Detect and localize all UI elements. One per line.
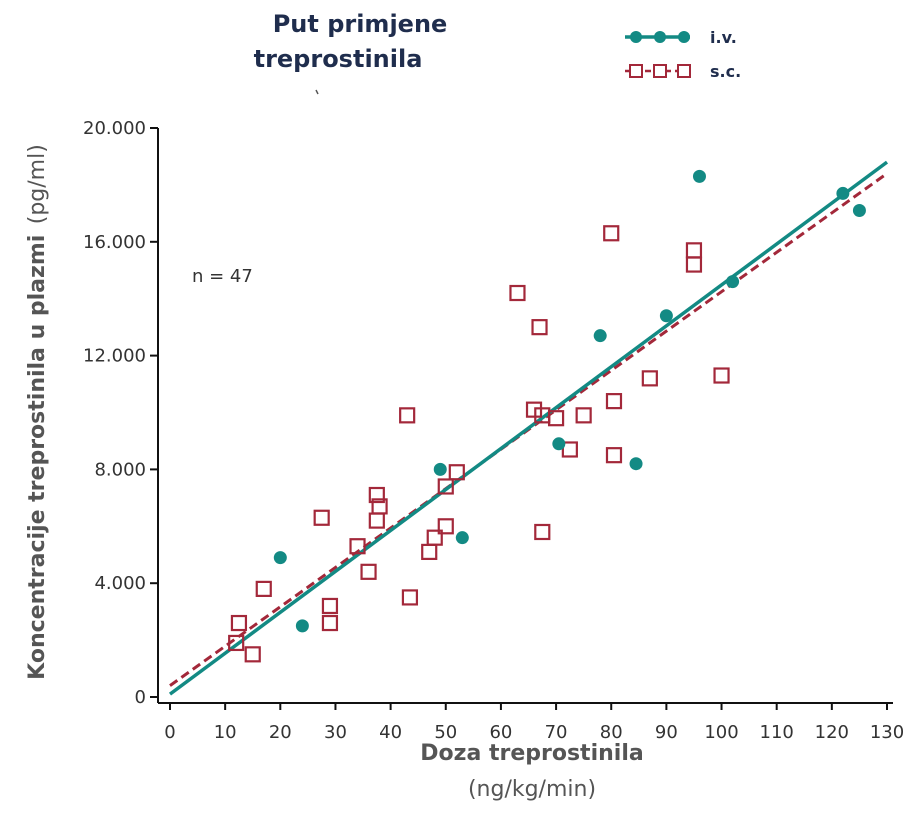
x-tick-label: 110 — [760, 722, 794, 743]
sc-data-point — [437, 478, 454, 495]
sc-data-point — [255, 580, 272, 597]
iv-data-point — [593, 329, 607, 343]
x-tick-label: 20 — [269, 722, 292, 743]
sc-data-point — [531, 319, 548, 336]
sc-data-point — [401, 589, 419, 606]
sc-data-point — [230, 614, 248, 632]
sc-data-point — [641, 370, 658, 387]
sc-data-point — [547, 410, 565, 427]
x-tick-label: 0 — [164, 722, 175, 743]
stray-mark — [315, 89, 319, 95]
sc-data-point — [228, 634, 245, 652]
y-axis-title-unit: (pg/ml) — [25, 144, 50, 224]
legend-sc-label: s.c. — [710, 62, 741, 81]
sc-data-point — [437, 518, 454, 535]
sc-data-point — [399, 407, 416, 424]
iv-data-point — [692, 169, 706, 183]
legend-iv-marker — [678, 31, 690, 43]
x-tick-label: 80 — [600, 722, 623, 743]
data-points — [228, 169, 866, 663]
y-tick-label: 0 — [135, 687, 146, 708]
y-tick-label: 16.000 — [83, 232, 146, 253]
legend-sc-marker — [677, 64, 691, 78]
legend-title-line2: treprostinila — [254, 45, 423, 73]
sc-data-point — [713, 367, 730, 384]
x-tick-label: 30 — [324, 722, 347, 743]
sc-data-point — [321, 614, 339, 632]
y-axis-title: Koncentracije treprostinila u plazmi (pg… — [25, 144, 50, 680]
sc-data-point — [368, 512, 385, 529]
y-axis-title-main: Koncentracije treprostinila u plazmi — [25, 235, 50, 680]
iv-data-point — [273, 551, 287, 565]
y-tick-label: 8.000 — [94, 459, 146, 480]
sc-data-point — [561, 441, 578, 458]
iv-data-point — [629, 457, 643, 471]
iv-fit-line — [168, 160, 889, 696]
y-tick-label: 4.000 — [94, 573, 146, 594]
sc-data-point — [244, 646, 261, 663]
sc-data-point — [575, 407, 592, 424]
fit-lines — [168, 160, 889, 696]
iv-data-point — [852, 204, 866, 218]
legend-entry-sc: s.c. — [625, 62, 741, 81]
sc-data-point — [426, 529, 443, 546]
legend-sc-marker — [629, 64, 643, 78]
x-tick-label: 120 — [815, 722, 849, 743]
legend-entry-iv: i.v. — [625, 28, 737, 47]
sc-data-point — [360, 563, 377, 580]
x-tick-label: 50 — [434, 722, 457, 743]
iv-data-point — [455, 531, 469, 545]
iv-data-point — [552, 437, 566, 451]
sc-data-point — [321, 597, 339, 615]
sc-data-point — [349, 538, 366, 555]
sc-data-point — [371, 498, 388, 515]
legend-iv-marker — [630, 31, 642, 43]
iv-data-point — [659, 309, 673, 323]
y-tick-label: 12.000 — [83, 346, 146, 367]
iv-data-point — [726, 275, 740, 289]
iv-data-point — [433, 462, 447, 476]
legend-sc-marker — [653, 64, 667, 78]
x-tick-label: 70 — [545, 722, 568, 743]
sc-data-point — [368, 486, 385, 504]
sc-data-point — [605, 447, 623, 464]
x-tick-label: 10 — [214, 722, 237, 743]
legend-iv-label: i.v. — [710, 28, 737, 47]
ticks: 0 4.000 8.000 12.000 16.000 20.000 0 10 20 30 40 50… — [83, 118, 904, 743]
iv-data-point — [836, 186, 850, 200]
x-tick-label: 60 — [489, 722, 512, 743]
legend-iv-marker — [654, 31, 666, 43]
legend-title-line1: Put primjene — [273, 10, 448, 38]
sc-data-point — [525, 401, 543, 418]
x-tick-label: 90 — [655, 722, 678, 743]
x-tick-label: 40 — [379, 722, 402, 743]
x-tick-label: 100 — [704, 722, 738, 743]
sc-data-point — [534, 407, 551, 424]
y-tick-label: 20.000 — [83, 118, 146, 139]
sc-data-point — [685, 256, 703, 273]
sc-data-point — [603, 225, 620, 242]
sc-data-point — [509, 284, 526, 302]
sc-data-point — [313, 509, 330, 526]
iv-data-point — [295, 619, 309, 633]
sc-data-point — [421, 543, 438, 561]
sample-size-annotation: n = 47 — [192, 266, 253, 287]
sc-data-point — [685, 242, 703, 259]
x-axis-title: Doza treprostinila — [420, 741, 643, 766]
sc-data-point — [605, 393, 623, 410]
x-axis-unit: (ng/kg/min) — [468, 777, 596, 802]
sc-data-point — [448, 464, 465, 481]
sc-data-point — [534, 523, 551, 541]
x-tick-label: 130 — [870, 722, 904, 743]
